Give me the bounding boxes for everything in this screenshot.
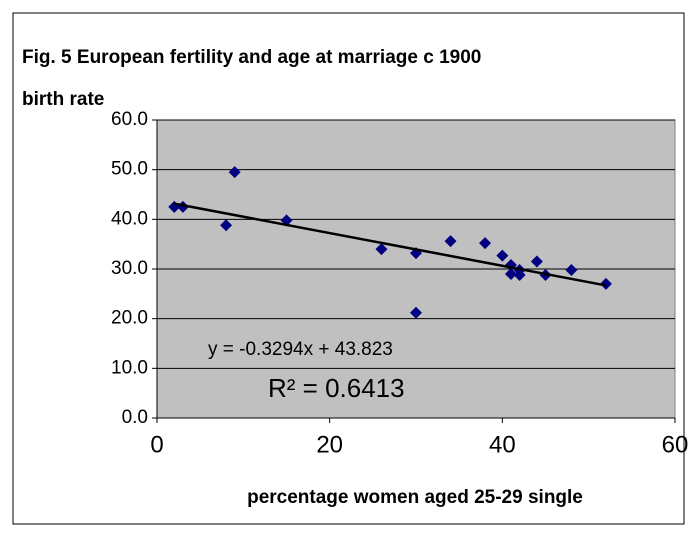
- y-tick-label: 60.0: [111, 109, 148, 130]
- point: [504, 267, 517, 280]
- trendline: [174, 202, 607, 287]
- x-tick-label: 0: [150, 431, 163, 458]
- point: [565, 263, 578, 276]
- point: [530, 255, 543, 268]
- point: [513, 268, 526, 281]
- y-tick-label: 10.0: [111, 357, 148, 378]
- y-tick-label: 30.0: [111, 258, 148, 279]
- y-tick-label: 50.0: [111, 159, 148, 180]
- r-squared: R² = 0.6413: [268, 373, 405, 403]
- y-axis-label: birth rate: [22, 89, 104, 110]
- point: [375, 243, 388, 256]
- point: [410, 306, 422, 319]
- x-axis-label: percentage women aged 25-29 single: [247, 487, 583, 508]
- y-tick-label: 40.0: [111, 208, 148, 229]
- x-tick-label: 20: [316, 431, 343, 458]
- y-tick-label: 0.0: [122, 407, 148, 428]
- chart-title: Fig. 5 European fertility and age at mar…: [22, 47, 481, 68]
- y-tick-label: 20.0: [111, 308, 148, 329]
- point: [228, 166, 241, 179]
- trendline-equation: y = -0.3294x + 43.823: [208, 339, 393, 360]
- point: [444, 235, 457, 248]
- point: [479, 237, 492, 250]
- x-tick-label: 40: [489, 431, 516, 458]
- point: [496, 249, 509, 262]
- point: [220, 219, 233, 232]
- point: [599, 277, 612, 290]
- x-tick-label: 60: [662, 431, 689, 458]
